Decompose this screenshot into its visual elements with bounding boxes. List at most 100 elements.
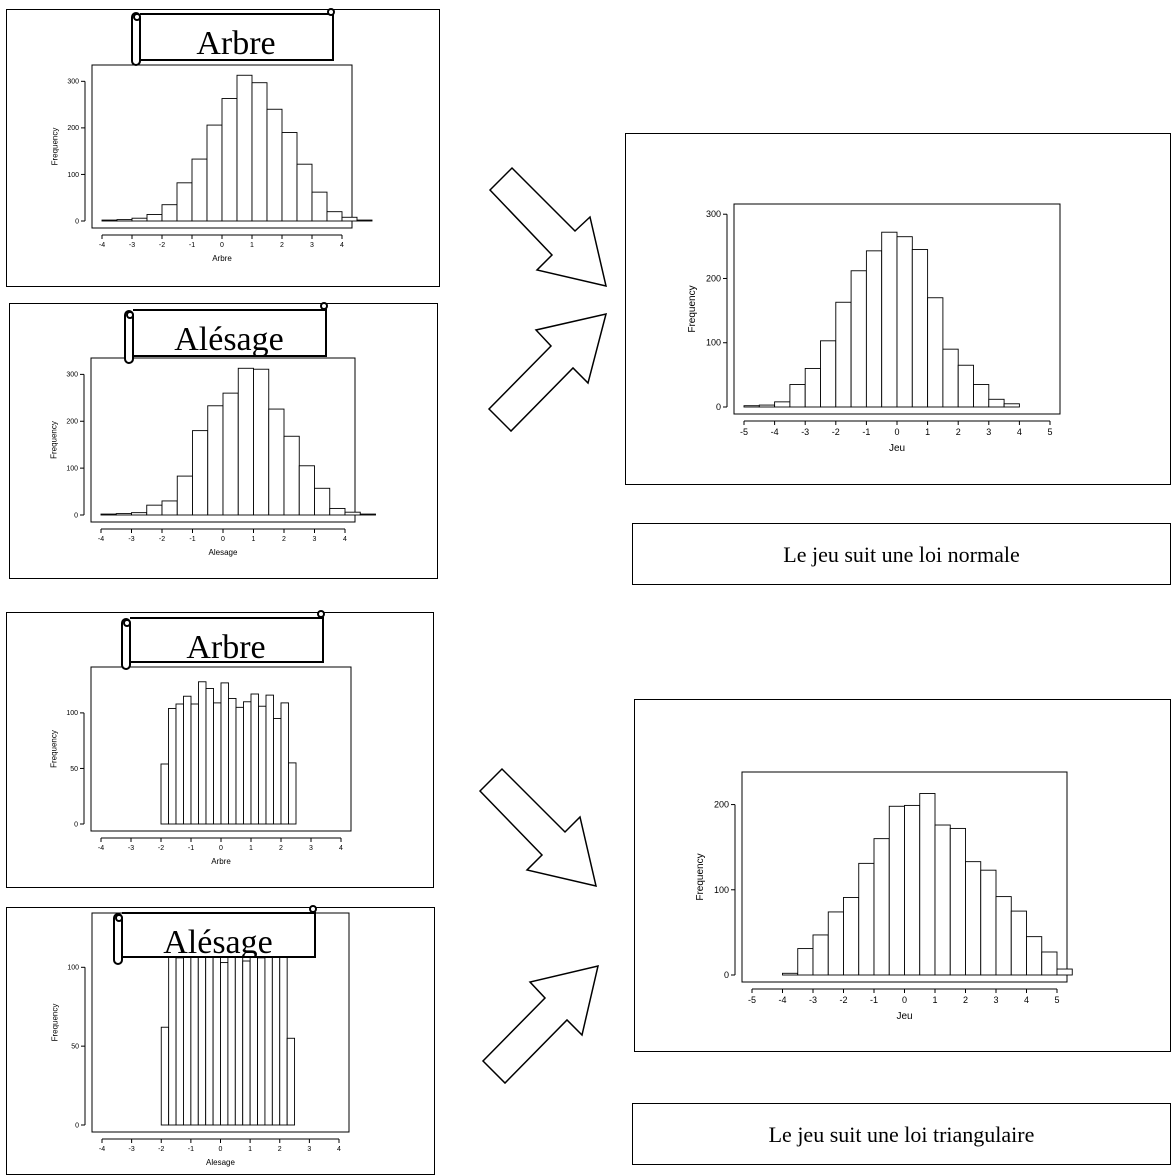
x-tick-label: -4 <box>771 427 779 437</box>
y-tick-label: 200 <box>706 273 721 283</box>
y-axis-label: Frequency <box>50 421 59 459</box>
x-tick-label: 1 <box>249 845 253 852</box>
histogram-bar <box>942 348 959 408</box>
histogram-bar <box>236 74 253 222</box>
x-tick-label: 4 <box>340 242 344 249</box>
scroll-banner-alesage-1: Alésage <box>124 302 330 364</box>
caption-normal-text: Le jeu suit une loi normale <box>783 542 1020 567</box>
x-tick-label: -2 <box>158 1146 164 1153</box>
panel-jeu-normal: -5 -4 -3 -2 -1 0 1 2 3 4 5 Jeu 0 100 200 300 Frequency <box>625 133 1171 485</box>
histogram-bar <box>258 705 267 825</box>
histogram-bar <box>161 500 178 516</box>
histogram-bar <box>176 182 193 222</box>
histogram-bar <box>198 681 207 825</box>
x-tick-label: -3 <box>809 995 817 1005</box>
histogram-bar <box>326 211 343 222</box>
histogram-arbre-normal: -4 -3 -2 -1 0 1 2 3 4 Arbre 0 100 200 300 Frequency <box>51 64 373 263</box>
x-tick-label: -4 <box>778 995 786 1005</box>
x-tick-label: 3 <box>993 995 998 1005</box>
x-tick-label: -4 <box>98 536 104 543</box>
y-tick-label: 100 <box>66 465 78 472</box>
y-axis-label: Frequency <box>695 853 706 900</box>
histogram-bar <box>280 702 289 825</box>
histogram-bar <box>251 82 268 222</box>
histogram-bar <box>207 405 224 516</box>
histogram-bar <box>206 124 223 222</box>
x-axis-label: Alesage <box>209 548 238 557</box>
histogram-bar <box>183 949 192 1126</box>
histogram-bar <box>160 1026 170 1126</box>
histogram-bar <box>253 368 270 516</box>
histogram-bar <box>988 398 1005 408</box>
y-tick-label: 0 <box>74 512 78 519</box>
histogram-bar <box>1003 403 1020 408</box>
histogram-bar <box>160 763 169 825</box>
histogram-bar <box>101 219 118 222</box>
histogram-bar <box>228 697 237 825</box>
histogram-bar <box>234 949 244 1126</box>
x-tick-label: 1 <box>250 242 254 249</box>
x-tick-label: -3 <box>801 427 809 437</box>
caption-triangular-text: Le jeu suit une loi triangulaire <box>768 1122 1035 1147</box>
histogram-bar <box>273 717 282 825</box>
histogram-bar <box>344 511 361 516</box>
x-axis-label: Arbre <box>212 254 232 263</box>
histogram-bar <box>243 701 252 825</box>
histogram-bar <box>850 270 867 408</box>
x-axis-label: Jeu <box>896 1011 912 1022</box>
histogram-bar <box>249 946 258 1126</box>
histogram-bar <box>896 236 913 408</box>
histogram-bar <box>146 214 163 222</box>
histogram-bar <box>131 512 148 516</box>
x-tick-label: -4 <box>98 845 104 852</box>
histogram-bar <box>881 231 898 408</box>
y-tick-label: 100 <box>66 710 78 717</box>
plot-frame <box>90 666 352 832</box>
histogram-bar <box>131 217 148 222</box>
y-tick-label: 100 <box>67 965 79 972</box>
histogram-bar <box>268 408 285 516</box>
histogram-bar <box>183 695 192 825</box>
y-tick-label: 200 <box>714 800 729 810</box>
histogram-bar <box>192 430 209 516</box>
x-tick-label: -3 <box>129 1146 135 1153</box>
histogram-bar <box>973 384 990 408</box>
x-tick-label: -1 <box>862 427 870 437</box>
x-tick-label: 5 <box>1054 995 1059 1005</box>
x-tick-label: 3 <box>309 845 313 852</box>
x-tick-label: -1 <box>189 536 195 543</box>
y-axis-label: Frequency <box>51 128 60 166</box>
histogram-bar <box>279 954 288 1126</box>
histogram-bar <box>314 487 331 516</box>
y-tick-label: 0 <box>75 218 79 225</box>
x-tick-label: 4 <box>1017 427 1022 437</box>
x-tick-label: -3 <box>129 242 135 249</box>
histogram-bar <box>115 513 132 516</box>
histogram-bar <box>288 762 297 825</box>
plot-frame <box>733 203 1061 415</box>
histogram-bar <box>1026 936 1043 976</box>
histogram-bar <box>146 504 163 516</box>
histogram-bar <box>205 687 214 825</box>
x-tick-label: 2 <box>963 995 968 1005</box>
histogram-jeu-triangular: -5 -4 -3 -2 -1 0 1 2 3 4 5 Jeu 0 100 200 Frequency <box>695 771 1073 1022</box>
histogram-alesage-normal: -4 -3 -2 -1 0 1 2 3 4 Alesage 0 100 200 300 Frequency <box>50 357 376 557</box>
x-tick-label: 1 <box>932 995 937 1005</box>
histogram-bar <box>957 364 974 408</box>
histogram-bar <box>858 862 875 976</box>
y-tick-label: 0 <box>74 821 78 828</box>
plot-frame <box>90 357 356 523</box>
x-tick-label: 1 <box>248 1146 252 1153</box>
y-axis-label: Frequency <box>50 730 59 768</box>
histogram-bar <box>227 940 236 1126</box>
y-tick-label: 200 <box>67 125 79 132</box>
histogram-bar <box>175 703 184 825</box>
scroll-banner-arbre-2: Arbre <box>121 610 327 670</box>
histogram-bar <box>743 405 760 408</box>
histogram-bar <box>804 367 821 408</box>
histogram-bar <box>812 934 829 976</box>
histogram-bar <box>298 465 315 516</box>
histogram-bar <box>220 682 229 825</box>
histogram-bar <box>311 191 328 222</box>
y-tick-label: 100 <box>706 338 721 348</box>
